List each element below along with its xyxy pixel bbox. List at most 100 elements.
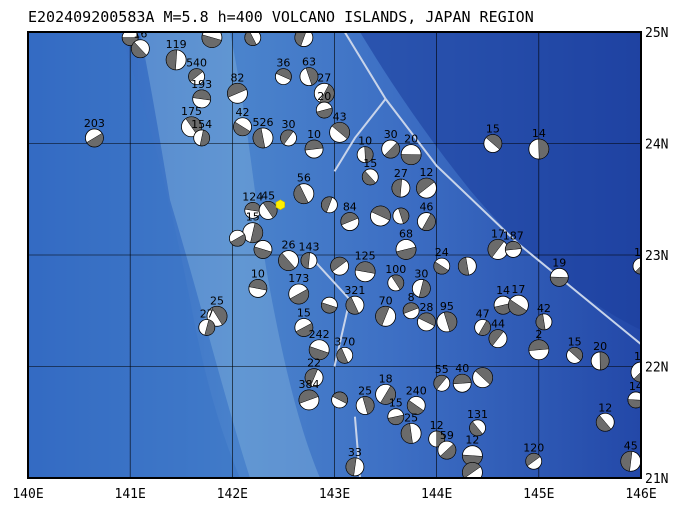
depth-label: 30: [384, 128, 398, 141]
depth-label: 30: [282, 118, 296, 131]
compressional-quadrant: [248, 279, 268, 291]
depth-label: 100: [385, 263, 406, 276]
focal-mechanism: 15: [387, 397, 405, 426]
focal-mechanism: 26: [278, 239, 299, 271]
compressional-quadrant: [304, 139, 324, 151]
focal-mechanism: 36: [275, 57, 292, 85]
depth-label: 43: [333, 110, 347, 123]
focal-mechanism: 20: [590, 340, 610, 371]
depth-label: 15: [363, 157, 377, 170]
compressional-quadrant: [508, 299, 528, 316]
depth-label: 25: [358, 385, 372, 398]
compressional-quadrant: [275, 68, 292, 81]
compressional-quadrant: [199, 129, 210, 147]
focal-mechanism: 175: [181, 105, 202, 138]
compressional-quadrant: [391, 274, 404, 290]
compressional-quadrant: [305, 67, 319, 86]
depth-label: 25: [404, 411, 418, 424]
depth-label: 36: [276, 57, 290, 70]
compressional-quadrant: [204, 319, 215, 336]
focal-mechanism: 27: [391, 167, 411, 198]
compressional-quadrant: [211, 306, 228, 326]
compressional-quadrant: [201, 34, 222, 48]
focal-mechanism: 40: [452, 362, 472, 393]
compressional-quadrant: [525, 453, 541, 467]
longitude-labels: 140E 141E 142E 143E 144E 145E 146E: [12, 487, 656, 502]
compressional-quadrant: [538, 138, 550, 160]
focal-mechanism: 187: [503, 229, 524, 258]
compressional-quadrant: [289, 288, 309, 305]
longitude-label: 142E: [217, 487, 248, 502]
compressional-quadrant: [371, 205, 391, 221]
compressional-quadrant: [332, 391, 348, 404]
compressional-quadrant: [416, 177, 435, 195]
focal-mechanism: 10: [356, 135, 374, 164]
compressional-quadrant: [362, 170, 376, 186]
depth-label: 42: [537, 302, 551, 315]
compressional-quadrant: [478, 320, 491, 336]
focal-mechanism: [462, 462, 483, 478]
focal-mechanism: 242: [309, 328, 330, 361]
depth-label: 12: [430, 419, 444, 432]
depth-label: 240: [406, 385, 427, 398]
depth-label: 26: [282, 239, 296, 252]
focal-mechanism: 14: [493, 284, 513, 315]
compressional-quadrant: [131, 41, 147, 58]
depth-label: 33: [348, 446, 362, 459]
compressional-quadrant: [244, 32, 257, 46]
depth-label: 30: [414, 267, 428, 280]
depth-label: 10: [251, 267, 265, 280]
focal-mechanism: 10: [304, 128, 324, 159]
focal-mechanism: 15: [483, 123, 503, 153]
compressional-quadrant: [227, 83, 247, 98]
compressional-quadrant: [418, 312, 436, 327]
focal-mechanism: 124: [242, 190, 263, 219]
compressional-quadrant: [295, 322, 314, 337]
depth-label: 68: [399, 227, 413, 240]
depth-label: 16: [133, 28, 147, 41]
focal-mechanism: 100: [385, 263, 406, 292]
focal-mechanism: [331, 391, 349, 409]
compressional-quadrant: [462, 454, 483, 466]
focal-mechanism: 15: [294, 306, 314, 337]
compressional-quadrant: [280, 129, 294, 145]
depth-label: 203: [84, 117, 105, 130]
compressional-quadrant: [230, 233, 246, 247]
compressional-quadrant: [336, 347, 349, 364]
compressional-quadrant: [443, 311, 458, 332]
focal-mechanism: 15: [361, 157, 379, 186]
depth-label: 40: [455, 362, 469, 375]
compressional-quadrant: [474, 367, 493, 385]
focal-mechanism: 173: [288, 272, 309, 305]
compressional-quadrant: [294, 32, 307, 47]
compressional-quadrant: [418, 279, 431, 298]
longitude-label: 140E: [12, 487, 43, 502]
compressional-quadrant: [253, 246, 272, 259]
depth-label: 15: [634, 350, 648, 363]
focal-mechanism: 384: [298, 378, 319, 411]
compressional-quadrant: [86, 132, 104, 148]
depth-label: 124: [242, 190, 263, 203]
depth-label: 143: [298, 241, 319, 254]
focal-mechanism: 45: [620, 439, 641, 472]
focal-mechanism: [320, 296, 338, 314]
depth-label: 15: [246, 211, 260, 224]
focal-mechanism: 30: [381, 128, 401, 159]
longitude-label: 141E: [115, 487, 146, 502]
compressional-quadrant: [355, 261, 376, 274]
compressional-quadrant: [528, 339, 550, 351]
latitude-label: 24N: [645, 138, 668, 153]
focal-mechanism: 42: [535, 302, 553, 331]
focal-mechanism: [457, 256, 477, 276]
focal-mechanism: 119: [166, 38, 187, 71]
depth-label: 120: [523, 441, 544, 454]
depth-label: 193: [191, 78, 212, 91]
latitude-label: 23N: [645, 249, 668, 264]
focal-mechanism: 12: [462, 434, 483, 467]
compressional-quadrant: [568, 347, 583, 362]
compressional-quadrant: [400, 423, 413, 444]
focal-mechanism: 20: [400, 133, 422, 166]
focal-mechanism: 12: [595, 401, 615, 432]
focal-mechanism: 95: [436, 300, 458, 333]
compressional-quadrant: [321, 302, 338, 314]
